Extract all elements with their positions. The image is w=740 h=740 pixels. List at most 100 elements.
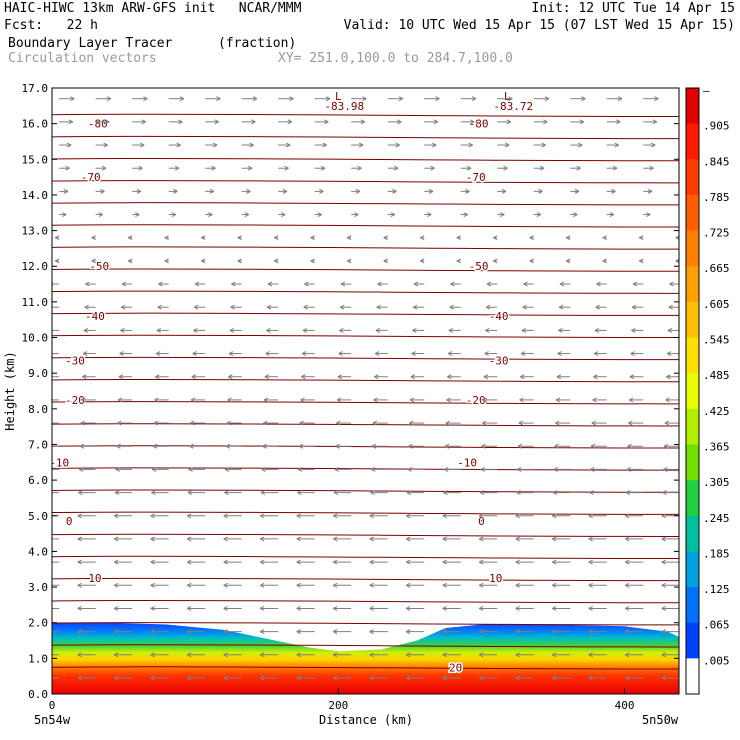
vector-head bbox=[557, 351, 562, 357]
vector-head bbox=[519, 397, 524, 403]
vector-head bbox=[325, 96, 331, 102]
vector-head bbox=[150, 536, 155, 542]
vector-head bbox=[543, 119, 548, 125]
vector-head bbox=[515, 559, 520, 565]
vector-head bbox=[521, 327, 527, 333]
vector-head bbox=[83, 327, 89, 333]
vector-head bbox=[588, 513, 593, 519]
vector-head bbox=[77, 536, 82, 542]
vector-head bbox=[449, 304, 454, 310]
vector-head bbox=[588, 605, 593, 611]
vector-head bbox=[42, 491, 46, 495]
colorbar-swatch bbox=[686, 408, 699, 445]
colorbar-swatch bbox=[686, 88, 699, 125]
vector-head bbox=[515, 629, 520, 635]
vector-head bbox=[577, 142, 583, 148]
contour-label: 10 bbox=[88, 572, 101, 585]
vector-head bbox=[223, 536, 228, 542]
vector-head bbox=[77, 652, 82, 658]
vector-head bbox=[614, 142, 619, 148]
vector-head bbox=[121, 281, 127, 287]
vector-head bbox=[518, 420, 524, 426]
vector-head bbox=[624, 629, 630, 635]
vector-head bbox=[224, 490, 229, 496]
vector-head bbox=[478, 605, 484, 611]
vector-head bbox=[113, 513, 119, 519]
vector-head bbox=[264, 374, 270, 380]
vector-head bbox=[171, 212, 177, 217]
vector-head bbox=[431, 142, 437, 148]
vector-head bbox=[539, 165, 545, 171]
vector-head bbox=[647, 188, 653, 194]
vector-head bbox=[516, 490, 521, 496]
isotherm-line bbox=[52, 467, 679, 471]
vector-head bbox=[157, 304, 162, 310]
vector-head bbox=[143, 96, 148, 102]
vector-head bbox=[503, 165, 508, 171]
header-line1-left: HAIC-HIWC 13km ARW-GFS init NCAR/MMM bbox=[4, 1, 302, 16]
vector-head bbox=[237, 235, 242, 241]
contour-label: -10 bbox=[457, 456, 477, 469]
vector-head bbox=[223, 605, 228, 611]
vector-head bbox=[478, 675, 484, 681]
vector-head bbox=[558, 327, 563, 333]
vector-head bbox=[91, 235, 96, 241]
vector-head bbox=[246, 188, 251, 194]
vector-head bbox=[594, 327, 600, 333]
vector-head bbox=[150, 629, 155, 635]
vector-head bbox=[390, 212, 396, 217]
vector-head bbox=[317, 212, 323, 217]
colorbar-label: .785 bbox=[703, 191, 730, 204]
vector-head bbox=[322, 142, 327, 148]
vector-head bbox=[661, 513, 666, 519]
vector-head bbox=[223, 559, 228, 565]
vector-head bbox=[624, 536, 630, 542]
vector-head bbox=[319, 188, 324, 194]
vector-head bbox=[590, 443, 596, 449]
x-tick-label: 400 bbox=[615, 699, 635, 712]
vector-head bbox=[332, 629, 338, 635]
vector-head bbox=[444, 443, 450, 449]
y-tick-label: 12.0 bbox=[22, 260, 49, 273]
vector-head bbox=[82, 351, 88, 357]
vector-head bbox=[551, 559, 557, 565]
vector-head bbox=[666, 351, 672, 357]
vector-head bbox=[336, 420, 341, 426]
vector-head bbox=[492, 235, 498, 241]
vector-head bbox=[374, 374, 379, 380]
colorbar-swatch bbox=[686, 444, 699, 481]
vector-head bbox=[296, 559, 301, 565]
vector-head bbox=[301, 351, 307, 357]
contour-label: -40 bbox=[489, 310, 509, 323]
vector-head bbox=[179, 96, 185, 102]
vector-head bbox=[661, 536, 666, 542]
vector-head bbox=[332, 675, 338, 681]
vector-head bbox=[529, 258, 534, 264]
vector-head bbox=[114, 490, 120, 496]
isotherm-line bbox=[52, 400, 679, 405]
vector-head bbox=[456, 258, 461, 264]
vector-head bbox=[216, 96, 221, 102]
min-value-label: -83.98 bbox=[324, 100, 364, 113]
vector-head bbox=[541, 142, 546, 148]
vector-head bbox=[103, 142, 108, 148]
contour-label: -50 bbox=[89, 260, 109, 273]
vector-head bbox=[370, 466, 376, 472]
colorbar-swatch bbox=[686, 658, 699, 695]
vector-head bbox=[252, 96, 258, 102]
vector-head bbox=[465, 188, 470, 194]
vector-head bbox=[340, 281, 346, 287]
vector-head bbox=[626, 466, 631, 472]
vector-head bbox=[442, 513, 447, 519]
vector-head bbox=[346, 258, 352, 264]
vector-head bbox=[249, 142, 254, 148]
vector-head bbox=[369, 582, 374, 588]
x-tick-label: 0 bbox=[49, 699, 56, 712]
vector-head bbox=[515, 675, 520, 681]
vector-head bbox=[544, 96, 550, 102]
vector-head bbox=[589, 490, 594, 496]
vector-head bbox=[77, 513, 82, 519]
vector-head bbox=[663, 466, 668, 472]
vector-head bbox=[369, 675, 374, 681]
vector-head bbox=[176, 142, 181, 148]
